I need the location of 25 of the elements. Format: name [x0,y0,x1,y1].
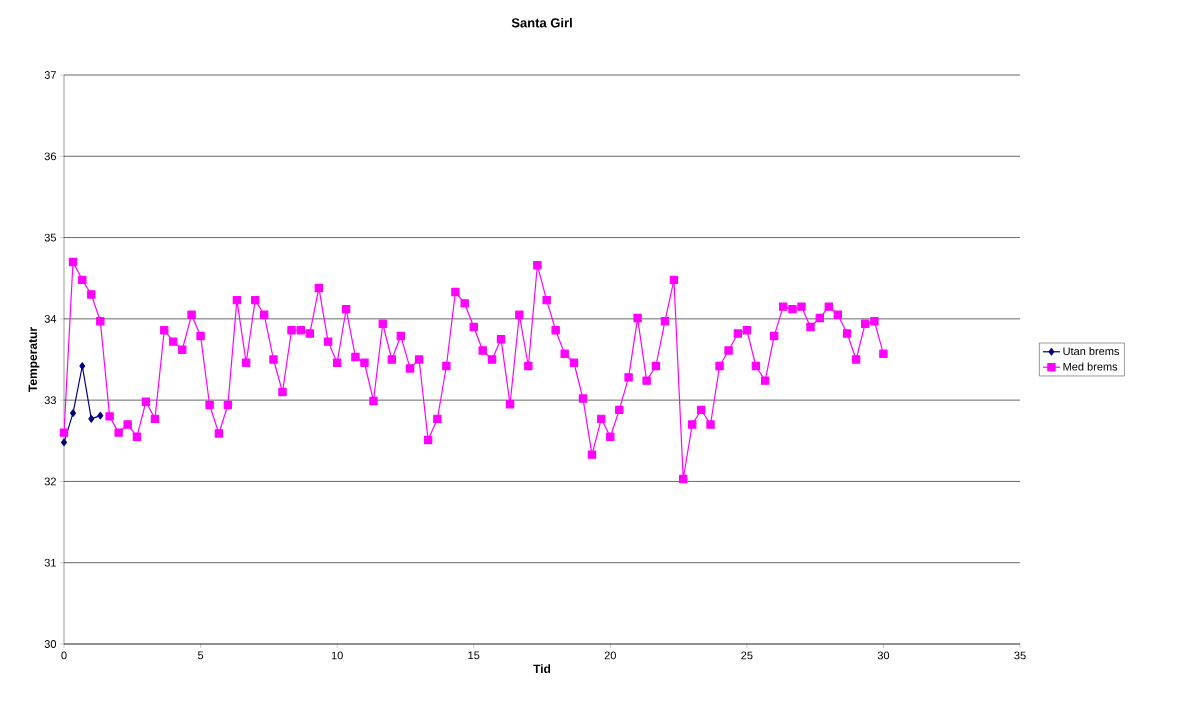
y-tick-label: 30 [44,640,57,648]
x-tick-label: 20 [604,651,616,660]
y-tick-label: 32 [44,477,56,486]
legend-label: Med brems [1063,362,1118,371]
y-tick-label: 37 [44,71,56,79]
x-tick-label: 0 [61,651,67,660]
chart-title: Santa Girl [511,17,572,28]
x-tick-label: 30 [877,651,890,660]
x-tick-label: 5 [197,651,204,660]
x-axis-title: Tid [533,664,551,673]
x-tick-label: 10 [331,651,343,660]
point [97,411,104,420]
y-tick-label: 34 [44,314,57,323]
point [79,362,86,370]
legend-label: Utan brems [1063,347,1120,356]
y-tick-label: 35 [44,233,56,242]
x-tick-label: 25 [741,651,753,660]
point [88,415,95,423]
x-tick-label: 35 [1014,651,1026,660]
x-tick-label: 15 [468,651,480,660]
y-tick-label: 36 [44,152,56,161]
y-tick-label: 33 [44,396,56,405]
y-axis-title: Temperatur [28,327,40,392]
y-tick-label: 31 [44,558,56,567]
point [70,409,77,417]
